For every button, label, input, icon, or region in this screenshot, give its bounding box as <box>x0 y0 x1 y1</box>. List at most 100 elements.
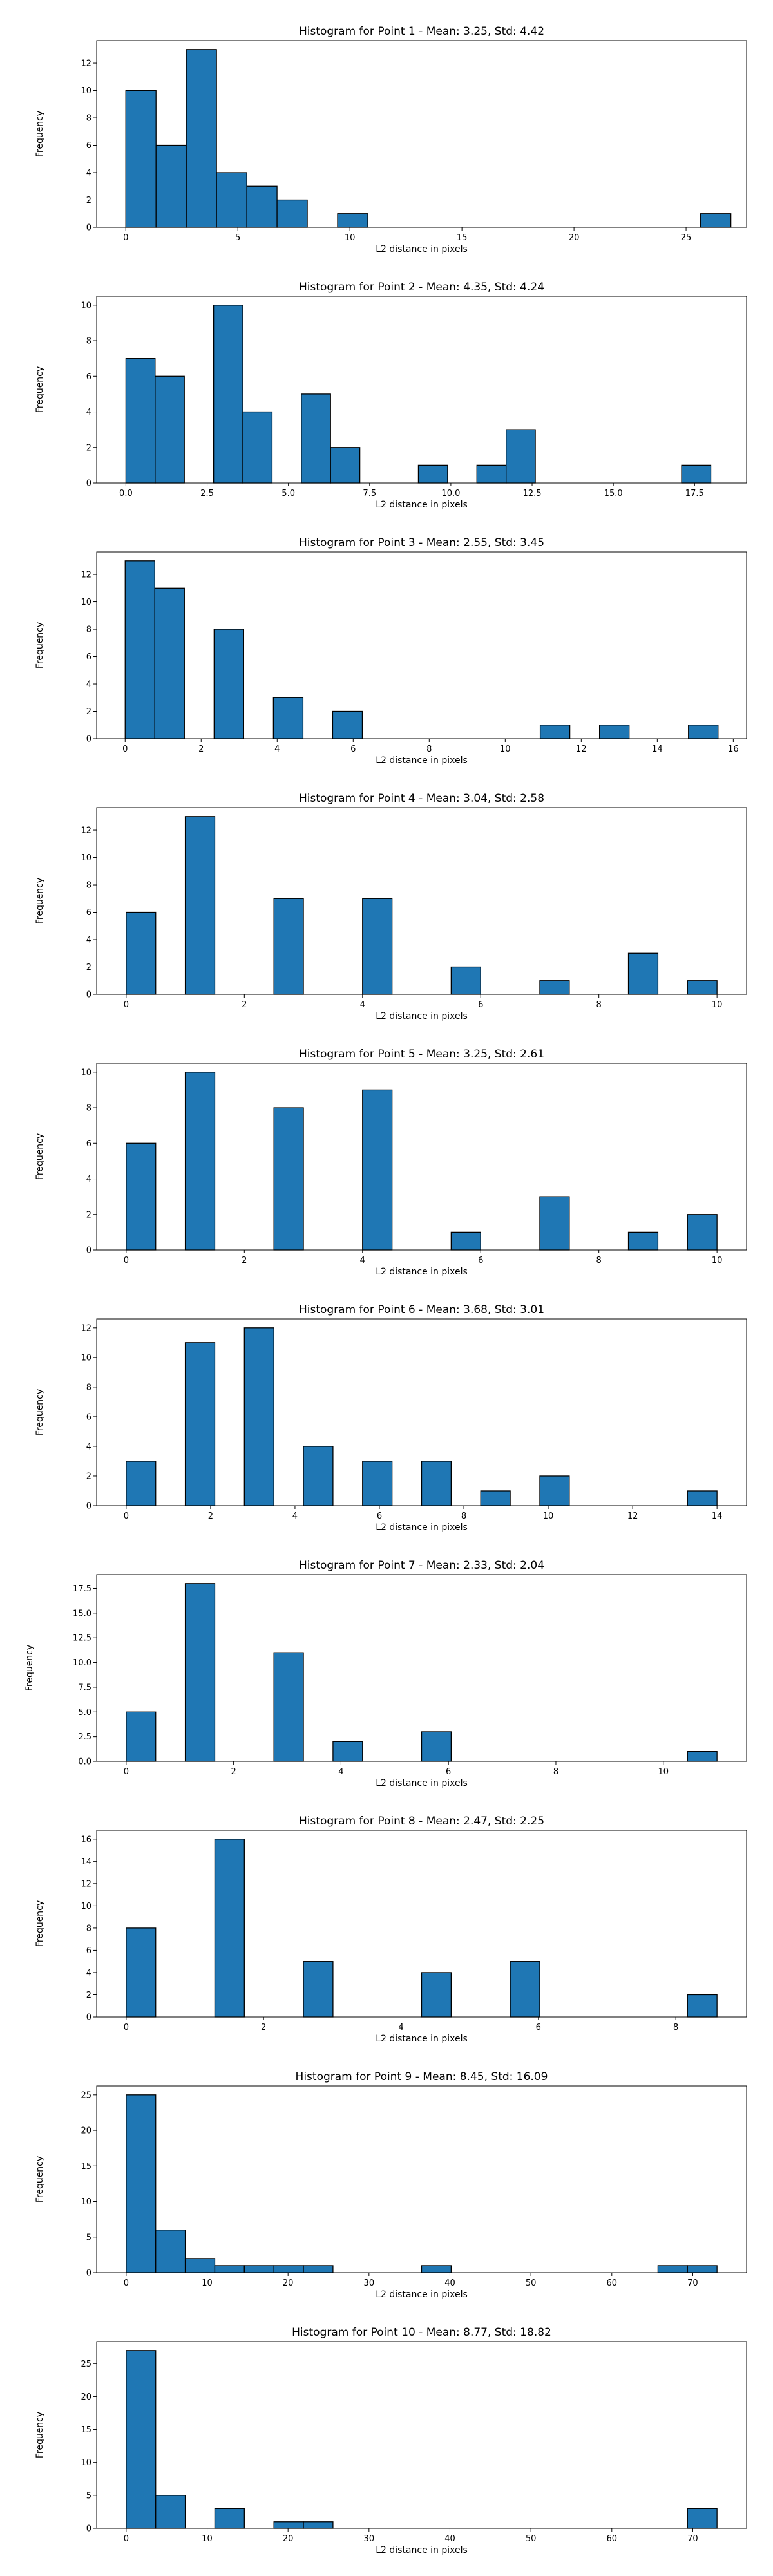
y-tick-label: 10 <box>81 598 91 607</box>
y-tick-label: 4 <box>86 936 91 945</box>
histogram-bar <box>362 898 393 995</box>
y-tick-label: 10 <box>81 1902 91 1911</box>
x-tick-label: 10 <box>543 1511 554 1521</box>
x-tick-label: 20 <box>283 2534 294 2544</box>
histogram-bar <box>332 1741 363 1762</box>
y-tick-label: 15.0 <box>73 1609 91 1618</box>
y-tick-label: 8 <box>86 1104 91 1113</box>
plot-frame <box>96 551 747 739</box>
y-tick-label: 5 <box>86 2233 91 2242</box>
histogram-bar <box>155 2230 186 2273</box>
chart-title: Histogram for Point 4 - Mean: 3.04, Std:… <box>299 792 544 805</box>
histogram-panel-2: Histogram for Point 2 - Mean: 4.35, Std:… <box>35 281 747 510</box>
histogram-bar <box>301 393 331 484</box>
y-tick-label: 0 <box>86 2524 91 2534</box>
plot-frame <box>96 2085 747 2273</box>
x-tick-label: 8 <box>673 2023 678 2032</box>
histogram-bar <box>126 1461 157 1506</box>
histogram-bar <box>421 2265 452 2273</box>
histogram-bar <box>243 2265 274 2273</box>
x-tick-label: 4 <box>292 1511 298 1521</box>
x-tick-label: 70 <box>687 2278 698 2288</box>
histogram-bar <box>421 1731 452 1762</box>
chart-title: Histogram for Point 5 - Mean: 3.25, Std:… <box>299 1048 544 1061</box>
histogram-bar <box>303 2265 334 2273</box>
histogram-bar <box>332 710 363 739</box>
histogram-bar <box>480 1490 511 1506</box>
histogram-bar <box>539 1475 570 1506</box>
histogram-bar <box>687 1751 718 1762</box>
y-tick-label: 25 <box>81 2360 91 2369</box>
chart-title: Histogram for Point 10 - Mean: 8.77, Std… <box>292 2326 551 2339</box>
histogram-bar <box>272 697 304 739</box>
y-tick-label: 25 <box>81 2090 91 2100</box>
y-tick-label: 2 <box>86 443 91 453</box>
histogram-bar <box>303 2521 334 2529</box>
y-tick-label: 6 <box>86 1139 91 1149</box>
x-tick-label: 2 <box>231 1767 236 1777</box>
y-tick-label: 0.0 <box>78 1757 91 1767</box>
histogram-bar <box>657 2265 688 2273</box>
y-axis-label: Frequency <box>35 878 45 924</box>
x-axis-label: L2 distance in pixels <box>376 500 468 510</box>
histogram-bar <box>627 1231 659 1251</box>
y-axis-label: Frequency <box>35 1133 45 1180</box>
histogram-bar <box>186 49 217 228</box>
y-tick-label: 4 <box>86 1175 91 1184</box>
histogram-bar <box>213 305 243 484</box>
histogram-bar <box>450 966 481 995</box>
y-axis-label: Frequency <box>35 2412 45 2458</box>
x-axis-label: L2 distance in pixels <box>376 1778 468 1788</box>
y-tick-label: 4 <box>86 408 91 417</box>
histogram-bar <box>681 464 712 484</box>
histogram-bar <box>539 724 571 739</box>
histogram-bar <box>417 464 448 484</box>
x-tick-label: 0 <box>123 233 128 243</box>
x-tick-label: 10 <box>345 233 356 243</box>
x-tick-label: 10 <box>712 1256 723 1265</box>
plot-frame <box>96 1063 747 1251</box>
x-tick-label: 17.5 <box>685 489 704 498</box>
y-tick-label: 10 <box>81 1068 91 1077</box>
x-tick-label: 6 <box>536 2023 541 2032</box>
x-axis-label: L2 distance in pixels <box>376 2034 468 2044</box>
histogram-panel-3: Histogram for Point 3 - Mean: 2.55, Std:… <box>35 536 747 766</box>
histogram-panel-10: Histogram for Point 10 - Mean: 8.77, Std… <box>35 2326 747 2555</box>
histogram-bar <box>362 1089 393 1251</box>
histogram-bar <box>687 1214 718 1251</box>
plot-frame <box>96 2341 747 2529</box>
x-tick-label: 10 <box>658 1767 669 1777</box>
histogram-bar <box>273 1652 304 1762</box>
histogram-bar <box>126 1142 157 1251</box>
histogram-panel-5: Histogram for Point 5 - Mean: 3.25, Std:… <box>35 1048 747 1277</box>
x-axis-label: L2 distance in pixels <box>376 1522 468 1533</box>
x-tick-label: 2 <box>208 1511 213 1521</box>
histogram-panel-7: Histogram for Point 7 - Mean: 2.33, Std:… <box>24 1559 747 1788</box>
y-tick-label: 8 <box>86 1924 91 1933</box>
histogram-bar <box>687 2265 718 2273</box>
histogram-bar <box>184 2258 216 2273</box>
plot-frame <box>96 1574 747 1762</box>
chart-title: Histogram for Point 1 - Mean: 3.25, Std:… <box>299 25 544 38</box>
y-tick-label: 0 <box>86 223 91 233</box>
histogram-bar <box>539 980 570 995</box>
x-tick-label: 12 <box>576 744 587 754</box>
histogram-panel-1: Histogram for Point 1 - Mean: 3.25, Std:… <box>35 25 747 254</box>
x-tick-label: 2 <box>242 1000 247 1010</box>
x-tick-label: 10 <box>500 744 511 754</box>
y-tick-label: 10 <box>81 86 91 96</box>
y-axis-label: Frequency <box>35 366 45 413</box>
y-tick-label: 7.5 <box>78 1683 91 1692</box>
x-tick-label: 4 <box>398 2023 403 2032</box>
histogram-bar <box>125 358 156 484</box>
histogram-panel-6: Histogram for Point 6 - Mean: 3.68, Std:… <box>35 1303 747 1533</box>
x-tick-label: 10 <box>712 1000 723 1010</box>
y-tick-label: 4 <box>86 680 91 690</box>
x-tick-label: 2.5 <box>200 489 214 498</box>
x-tick-label: 30 <box>364 2534 375 2544</box>
x-tick-label: 8 <box>553 1767 558 1777</box>
y-tick-label: 6 <box>86 1412 91 1422</box>
y-tick-label: 12 <box>81 1879 91 1889</box>
x-tick-label: 0 <box>124 2023 129 2032</box>
histogram-bar <box>362 1461 393 1506</box>
